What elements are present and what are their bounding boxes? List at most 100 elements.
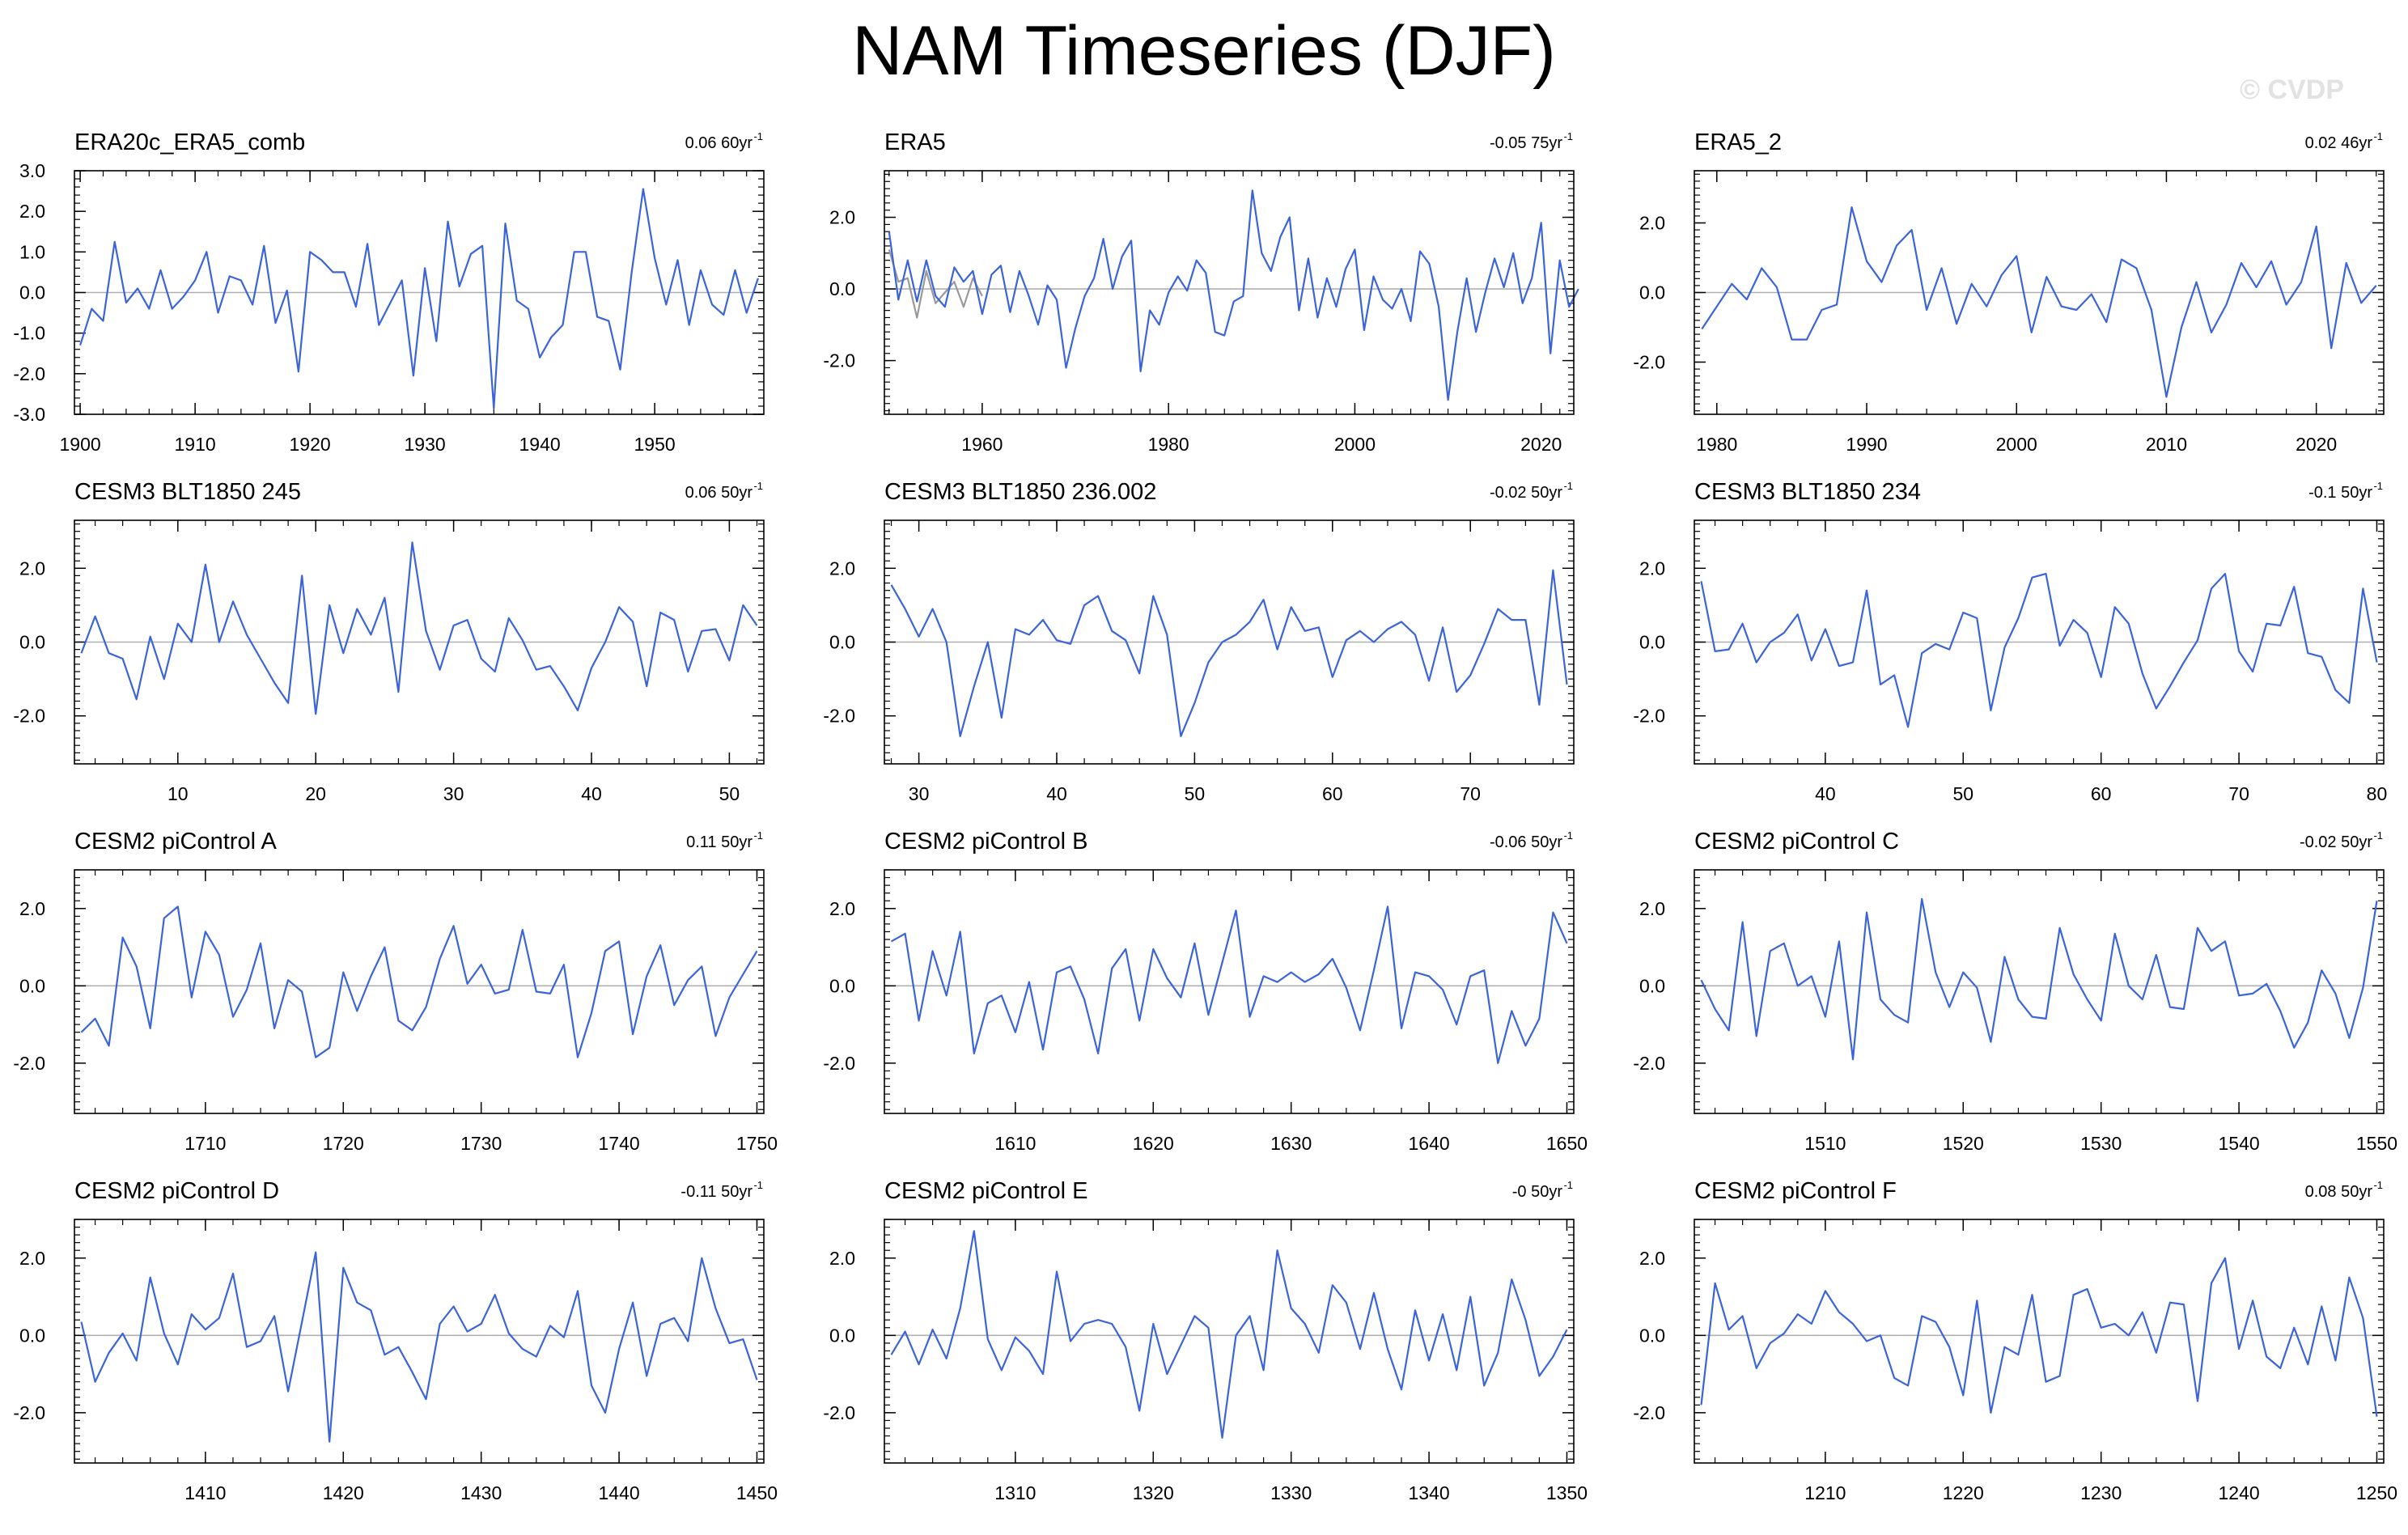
x-tick-label: 1230 [2080,1482,2122,1503]
chart-panel: ERA5_2 0.02 46yr -1 -2.0 0.0 2.0 1980 1990 2000 2… [1633,129,2385,455]
plot-frame [1694,519,2385,765]
series-line [80,905,758,1058]
plot-frame [74,519,765,765]
panel-title: CESM2 piControl F [1694,1178,1897,1204]
x-tick-label: 1330 [1270,1482,1312,1503]
panel-title: CESM2 piControl C [1694,829,1899,854]
trend-label: 0.06 50yr [685,484,753,502]
x-tick-label: 1750 [736,1133,778,1154]
trend-label: -0.02 50yr [1490,484,1562,502]
y-tick-label: 2.0 [1639,558,1665,579]
plot-frame [884,519,1575,765]
trend-label: 0.02 46yr [2305,134,2373,152]
y-tick-label: 0.0 [19,1325,45,1346]
x-tick-label: 1240 [2218,1482,2259,1503]
secondary-series-line [888,249,983,319]
trend-label: 0.08 50yr [2305,1183,2373,1201]
x-tick-label: 1910 [175,434,216,455]
x-tick-label: 50 [719,783,740,804]
x-tick-label: 1210 [1804,1482,1846,1503]
plot-frame [1694,170,2385,415]
y-tick-label: 1.0 [19,241,45,262]
x-tick-label: 40 [581,783,602,804]
x-tick-label: 1740 [598,1133,639,1154]
series-line [888,189,1579,401]
x-tick-label: 2000 [1334,434,1376,455]
chart-panel: CESM2 piControl E -0 50yr -1 -2.0 0.0 2.0 1310… [823,1178,1588,1503]
y-tick-label: 0.0 [829,632,855,653]
x-tick-label: 60 [2091,783,2112,804]
trend-exponent: -1 [753,130,763,142]
series-line [1700,1257,2378,1417]
trend-label: -0.11 50yr [680,1183,752,1201]
x-tick-label: 1630 [1270,1133,1312,1154]
plot-frame [884,869,1575,1114]
y-tick-label: 0.0 [1639,632,1665,653]
x-tick-label: 1510 [1804,1133,1846,1154]
y-tick-label: -2.0 [1633,1402,1665,1423]
x-tick-label: 1620 [1133,1133,1174,1154]
x-tick-label: 1220 [1943,1482,1984,1503]
x-tick-label: 1640 [1408,1133,1449,1154]
x-tick-label: 30 [909,783,930,804]
y-tick-label: -2.0 [13,1053,45,1074]
x-tick-label: 1710 [184,1133,226,1154]
y-tick-label: 3.0 [19,160,45,181]
panel-title: ERA5_2 [1694,129,1782,155]
chart-panel: CESM2 piControl B -0.06 50yr -1 -2.0 0.0 2.0 1… [823,829,1588,1154]
panel-title: CESM2 piControl E [884,1178,1087,1204]
y-tick-label: -2.0 [1633,706,1665,727]
panel-title: CESM3 BLT1850 234 [1694,479,1921,505]
trend-label: -0 50yr [1512,1183,1563,1201]
series-line [1700,572,2378,728]
trend-label: -0.02 50yr [2300,833,2372,851]
y-tick-label: 2.0 [1639,213,1665,234]
plot-frame [884,1219,1575,1464]
x-tick-label: 20 [305,783,326,804]
x-tick-label: 1980 [1148,434,1189,455]
y-tick-label: -2.0 [823,1402,855,1423]
x-tick-label: 60 [1322,783,1343,804]
y-tick-label: -3.0 [13,404,45,425]
x-tick-label: 1920 [290,434,331,455]
x-tick-label: 80 [2367,783,2388,804]
y-tick-label: 2.0 [19,558,45,579]
x-tick-label: 1350 [1546,1482,1588,1503]
chart-panel: CESM3 BLT1850 236.002 -0.02 50yr -1 -2.0 0.0… [823,479,1575,804]
panel-title: ERA5 [884,129,946,155]
y-tick-label: 0.0 [19,975,45,996]
x-tick-label: 1960 [961,434,1003,455]
plot-frame [74,170,765,415]
x-tick-label: 1540 [2218,1133,2259,1154]
y-tick-label: 2.0 [19,898,45,919]
y-tick-label: 2.0 [1639,1248,1665,1269]
trend-exponent: -1 [753,1179,763,1191]
x-tick-label: 50 [1185,783,1206,804]
series-line [80,1251,758,1443]
trend-exponent: -1 [2373,1179,2383,1191]
y-tick-label: 0.0 [829,278,855,299]
x-tick-label: 1940 [519,434,561,455]
x-tick-label: 1650 [1546,1133,1588,1154]
y-tick-label: -1.0 [13,323,45,344]
series-line [80,541,758,715]
x-tick-label: 1430 [460,1482,502,1503]
x-tick-label: 1310 [994,1482,1036,1503]
trend-exponent: -1 [2373,829,2383,842]
x-tick-label: 1250 [2356,1482,2397,1503]
x-tick-label: 1610 [994,1133,1036,1154]
y-tick-label: -2.0 [1633,352,1665,373]
plot-frame [74,1219,765,1464]
x-tick-label: 10 [167,783,189,804]
x-tick-label: 1930 [405,434,446,455]
plot-frame [1694,1219,2385,1464]
y-tick-label: -2.0 [1633,1053,1665,1074]
x-tick-label: 1520 [1943,1133,1984,1154]
y-tick-label: 0.0 [829,1325,855,1346]
y-tick-label: 2.0 [19,1248,45,1269]
trend-label: -0.05 75yr [1490,134,1562,152]
x-tick-label: 1440 [598,1482,639,1503]
y-tick-label: -2.0 [13,1402,45,1423]
y-tick-label: 0.0 [829,975,855,996]
x-tick-label: 1550 [2356,1133,2397,1154]
